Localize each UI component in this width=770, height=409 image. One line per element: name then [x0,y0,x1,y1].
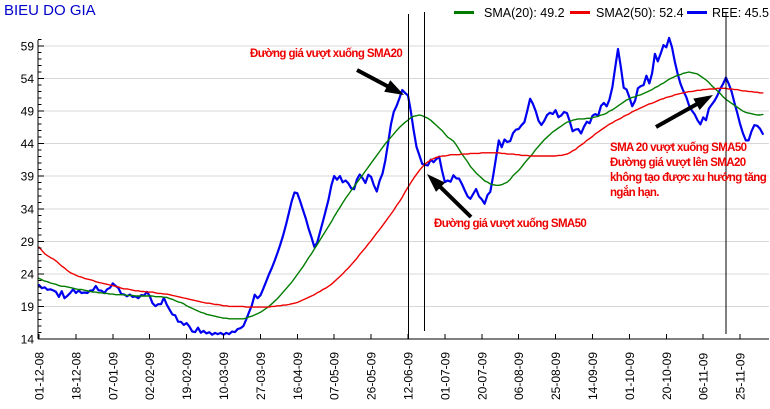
legend-item-sma20: SMA(20): 49.2 [454,6,565,20]
legend-label-ree: REE: 45.5 [712,6,769,20]
arrow-shaft-2 [436,183,473,219]
x-date-label-01-12-08: 01-12-08 [33,352,47,400]
annotation-price-below-sma50: Đường giá vượt xuống SMA50 [434,218,586,230]
y-tick-label-44: 44 [21,137,35,151]
legend-label-sma20: SMA(20): 49.2 [484,6,565,20]
x-date-label-02-02-09: 02-02-09 [143,352,157,400]
x-date-label-06-11-09: 06-11-09 [697,353,711,400]
annotation-arrows [356,68,713,219]
x-date-label-26-05-09: 26-05-09 [365,352,379,400]
annotation-sma-cross-line1: SMA 20 vượt xuống SMA50 [610,142,747,154]
event-marker-lines [407,12,727,339]
chart-title: BIEU DO GIA [4,2,96,19]
legend: SMA(20): 49.2 SMA2(50): 52.4 REE: 45.5 [454,6,769,20]
axes [37,38,769,340]
arrow-shaft-3 [655,100,701,129]
y-tick-label-59: 59 [21,40,35,54]
y-tick-label-49: 49 [21,105,35,119]
y-tick-label-54: 54 [21,72,35,86]
x-date-label-25-11-09: 25-11-09 [734,353,748,400]
annotation-price-below-sma20: Đường giá vượt xuống SMA20 [250,48,402,60]
series-line-SMA(20) [38,71,764,320]
y-tick-label-39: 39 [21,170,35,184]
x-date-label-07-05-09: 07-05-09 [328,352,342,400]
annotation-sma-cross-line3: không tạo được xu hướng tăng [610,172,767,184]
gridlines [38,45,769,307]
x-date-label-14-09-09: 14-09-09 [586,352,600,400]
annotation-sma-cross-line4: ngắn hạn. [610,186,659,199]
arrowhead-icon-3 [693,95,713,110]
x-date-label-20-07-09: 20-07-09 [475,352,489,400]
legend-item-ree: REE: 45.5 [687,6,769,20]
arrowhead-icon-2 [427,174,446,192]
x-date-label-27-03-09: 27-03-09 [254,352,268,400]
x-date-label-10-03-09: 10-03-09 [217,352,231,400]
y-tick-label-19: 19 [21,300,35,314]
arrow-shaft-1 [356,68,392,90]
x-date-label-06-08-09: 06-08-09 [512,352,526,400]
x-date-label-25-08-09: 25-08-09 [549,352,563,400]
x-date-label-12-06-09: 12-06-09 [402,352,416,400]
x-date-label-01-07-09: 01-07-09 [438,352,452,400]
y-axis-price-labels: 59 54 49 44 39 34 29 24 19 14 [21,40,35,347]
y-tick-label-34: 34 [21,202,35,216]
x-axis-date-labels: 01-12-08 18-12-08 07-01-09 02-02-09 19-02-09… [33,352,748,400]
series-line-SMA2(50) [38,87,764,308]
x-date-label-16-04-09: 16-04-09 [291,352,305,400]
x-date-label-01-10-09: 01-10-09 [623,352,637,400]
arrowhead-icon-1 [384,80,404,95]
legend-item-sma50: SMA2(50): 52.4 [570,6,684,20]
y-tick-label-29: 29 [21,235,35,249]
y-tick-label-14: 14 [21,332,35,346]
annotation-texts: Đường giá vượt xuống SMA20 Đường giá vượ… [250,48,767,230]
legend-label-sma50: SMA2(50): 52.4 [596,6,684,20]
x-date-label-18-12-08: 18-12-08 [69,352,83,400]
y-tick-label-24: 24 [21,267,35,281]
x-date-label-07-01-09: 07-01-09 [106,352,120,400]
x-date-label-20-10-09: 20-10-09 [660,352,674,400]
annotation-sma-cross-line2: Đường giá vượt lên SMA20 [610,157,746,169]
x-date-label-19-02-09: 19-02-09 [180,352,194,400]
